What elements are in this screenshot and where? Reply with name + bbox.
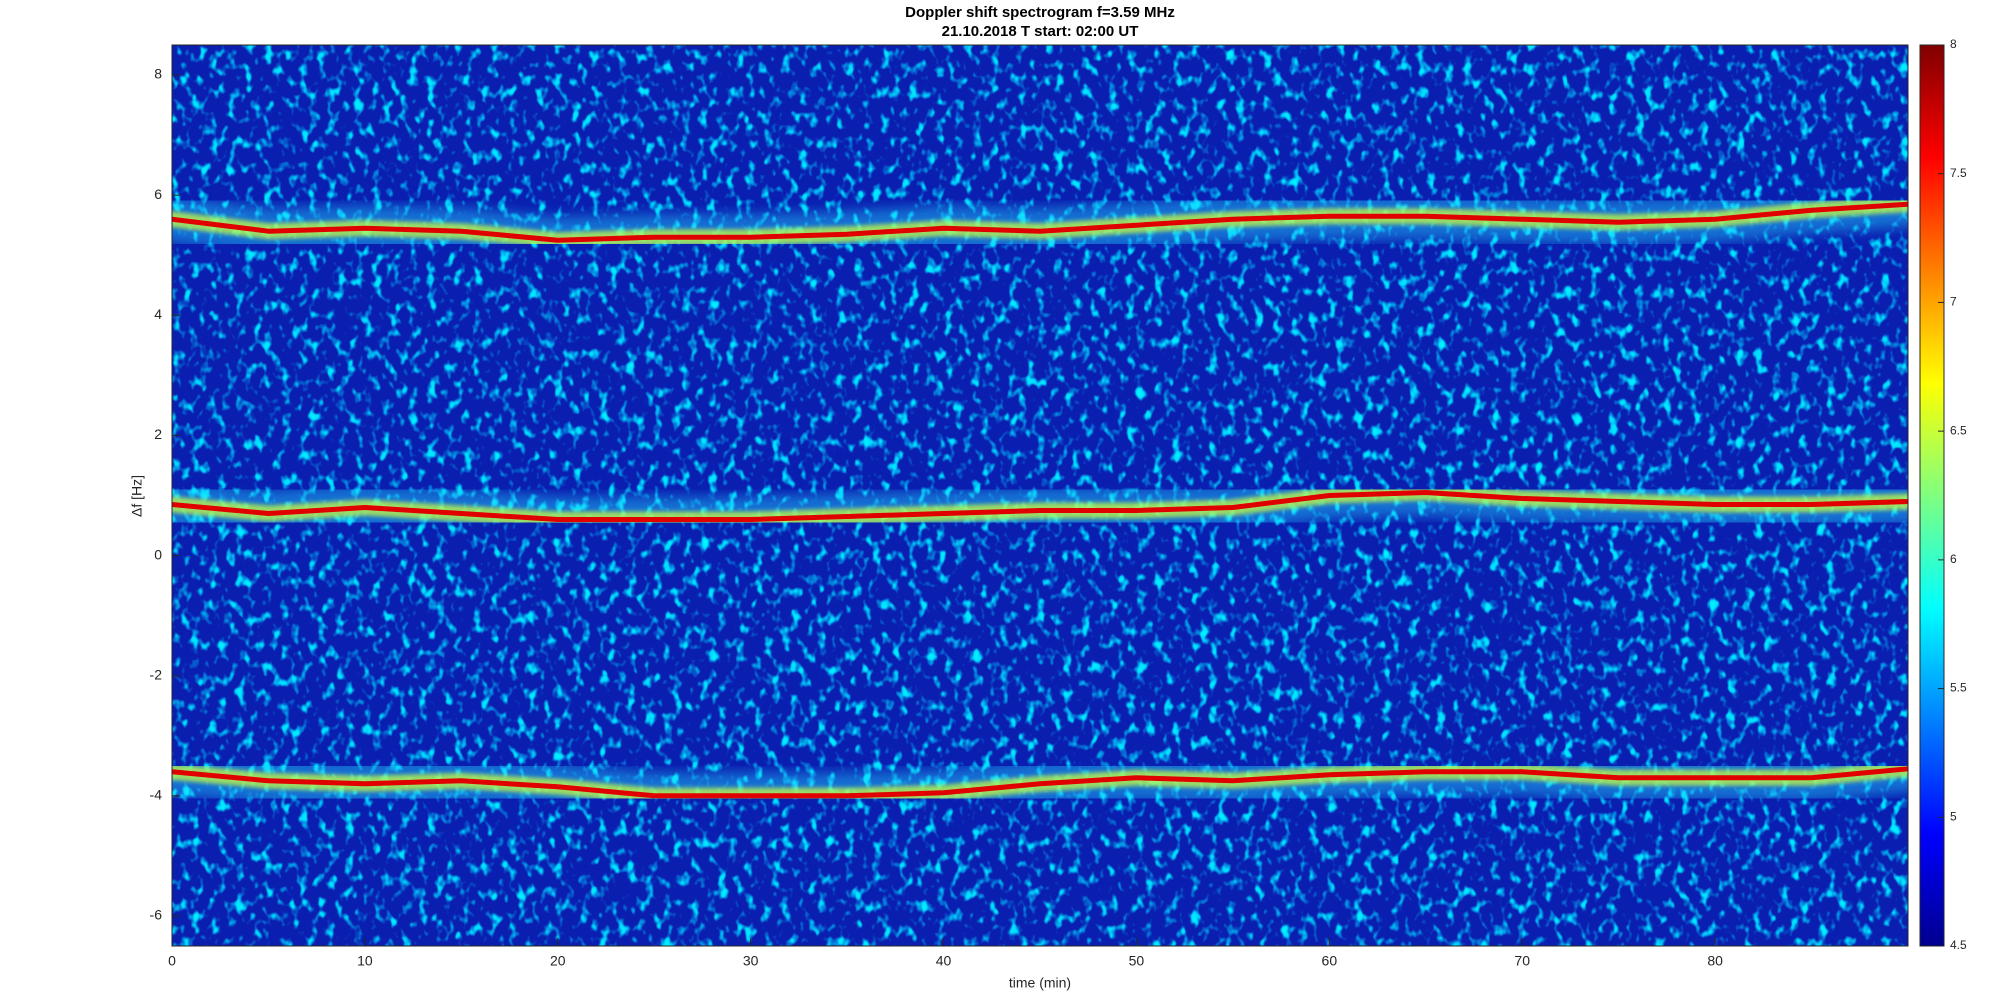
- x-tick-label: 20: [550, 953, 566, 969]
- y-tick-label: -6: [150, 907, 163, 923]
- ridge-line: [172, 766, 1908, 799]
- colorbar-tick-label: 6.5: [1950, 423, 1967, 437]
- y-tick-label: -4: [150, 787, 163, 803]
- colorbar-tick-label: 7.5: [1950, 166, 1967, 180]
- y-tick-label: 8: [154, 66, 162, 82]
- x-tick-label: 0: [168, 953, 176, 969]
- x-tick-label: 80: [1707, 953, 1723, 969]
- colorbar: [1919, 44, 1945, 947]
- y-tick-label: -2: [150, 666, 163, 682]
- colorbar-tick-label: 5: [1950, 809, 1957, 823]
- colorbar-tick-label: 8: [1950, 37, 1957, 51]
- plot-frame: [171, 44, 1909, 947]
- colorbar-tick-label: 5.5: [1950, 681, 1967, 695]
- x-tick-label: 10: [357, 953, 373, 969]
- chart-title: Doppler shift spectrogram f=3.59 MHz: [905, 4, 1175, 21]
- x-tick-label: 40: [936, 953, 952, 969]
- ridge-line: [172, 201, 1908, 243]
- x-tick-label: 50: [1129, 953, 1145, 969]
- x-tick-label: 60: [1322, 953, 1338, 969]
- y-tick-label: 0: [154, 546, 162, 562]
- y-tick-label: 2: [154, 426, 162, 442]
- y-tick-label: 4: [154, 306, 162, 322]
- x-tick-label: 70: [1514, 953, 1530, 969]
- colorbar-tick-label: 4.5: [1950, 938, 1967, 952]
- colorbar-tick-label: 7: [1950, 295, 1957, 309]
- colorbar-tick-label: 6: [1950, 552, 1957, 566]
- ridge-line: [172, 490, 1908, 522]
- y-axis-label: Δf [Hz]: [129, 475, 145, 517]
- x-tick-label: 30: [743, 953, 759, 969]
- x-axis-label: time (min): [1009, 975, 1071, 991]
- y-tick-label: 6: [154, 186, 162, 202]
- chart-subtitle: 21.10.2018 T start: 02:00 UT: [942, 23, 1139, 40]
- ridges: [172, 181, 1908, 819]
